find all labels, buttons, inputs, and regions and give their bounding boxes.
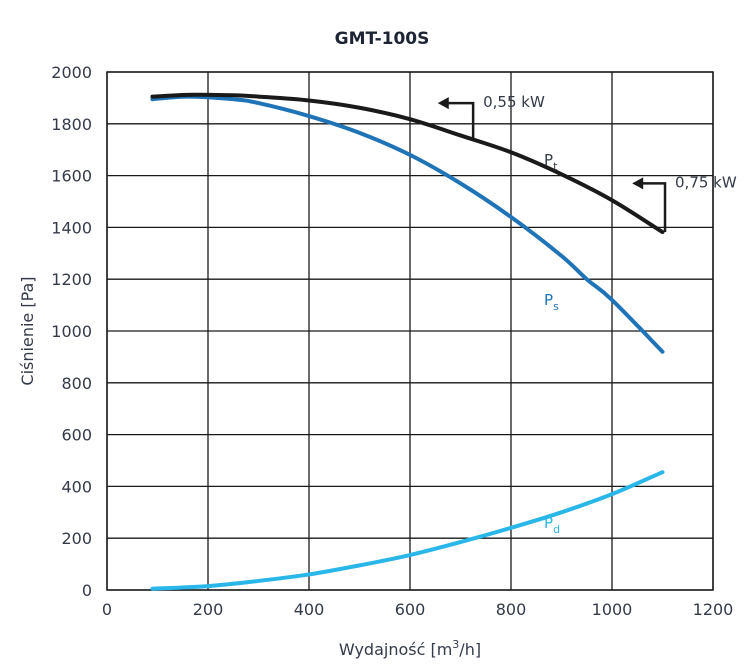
series-labels: Pt Ps Pd [544, 151, 560, 536]
x-axis-label: Wydajność [m3/h] [339, 638, 481, 659]
y-tick-label: 800 [61, 374, 92, 393]
series-line-ps [150, 94, 665, 354]
x-tick-label: 800 [496, 600, 527, 619]
series-label-pt: Pt [544, 151, 558, 173]
chart-title: GMT-100S [335, 29, 430, 49]
y-tick-label: 400 [61, 477, 92, 496]
power-marker-line [640, 182, 667, 233]
x-label-text: /h] [459, 640, 481, 659]
x-tick-label: 200 [193, 600, 224, 619]
power-marker-line [445, 101, 475, 140]
y-tick-label: 200 [61, 529, 92, 548]
y-tick-label: 1800 [51, 115, 92, 134]
y-tick-label: 1200 [51, 270, 92, 289]
x-label-text: Wydajność [m [339, 640, 452, 659]
series-line-pt [150, 92, 665, 235]
y-axis-label: Ciśnienie [Pa] [18, 276, 37, 385]
x-tick-label: 600 [395, 600, 426, 619]
power-annotation-label: 0,55 kW [483, 93, 545, 111]
x-tick-label: 1200 [693, 600, 734, 619]
series-label-pd: Pd [544, 514, 560, 536]
y-axis-ticks: 0 200 400 600 800 1000 1200 1400 1600 1800 2000 [51, 63, 92, 600]
arrow-left-icon [437, 97, 449, 110]
plot-frame [106, 71, 714, 591]
series-line-pd [150, 470, 665, 591]
x-tick-label: 0 [102, 600, 112, 619]
arrow-left-icon [632, 177, 644, 190]
grid [106, 71, 714, 591]
y-tick-label: 0 [82, 581, 92, 600]
x-tick-label: 400 [294, 600, 325, 619]
annotations: 0,55 kW 0,75 kW [437, 93, 737, 233]
x-tick-label: 1000 [592, 600, 633, 619]
y-tick-label: 2000 [51, 63, 92, 82]
x-label-sup: 3 [452, 638, 459, 651]
x-axis-ticks: 0 200 400 600 800 1000 1200 [102, 600, 733, 619]
power-annotation-label: 0,75 kW [675, 173, 737, 191]
series-label-ps: Ps [544, 291, 559, 313]
y-tick-label: 1600 [51, 167, 92, 186]
series-lines [150, 92, 665, 591]
y-tick-label: 600 [61, 426, 92, 445]
y-tick-label: 1400 [51, 218, 92, 237]
y-tick-label: 1000 [51, 322, 92, 341]
